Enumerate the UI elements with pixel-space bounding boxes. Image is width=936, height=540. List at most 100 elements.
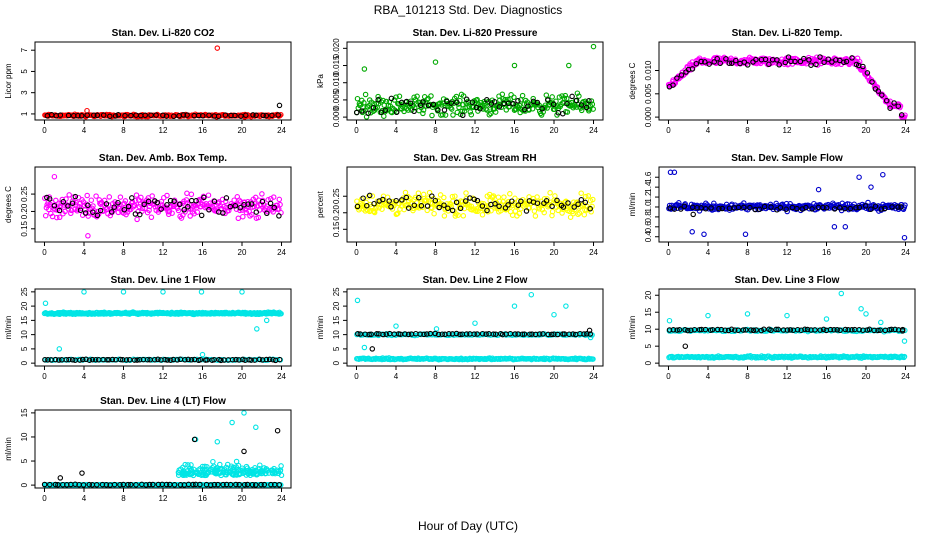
point xyxy=(42,212,49,219)
point xyxy=(801,55,807,62)
series-black xyxy=(41,427,283,488)
point xyxy=(278,310,284,317)
point xyxy=(248,201,255,207)
point xyxy=(267,200,274,207)
point xyxy=(474,96,480,103)
point xyxy=(773,326,779,333)
y-tick-label: 10 xyxy=(332,330,341,339)
point xyxy=(778,327,784,334)
y-tick-label: 0.010 xyxy=(332,72,341,93)
point xyxy=(405,331,412,338)
point xyxy=(112,113,119,119)
point xyxy=(380,331,386,338)
point xyxy=(774,57,780,63)
point xyxy=(732,327,738,333)
point xyxy=(379,206,385,212)
point xyxy=(505,198,512,205)
point xyxy=(728,328,735,335)
point xyxy=(176,467,182,473)
point xyxy=(545,331,551,338)
point xyxy=(719,205,725,212)
point xyxy=(359,108,365,114)
x-tick-label: 4 xyxy=(394,126,399,135)
point xyxy=(701,231,707,238)
panel-1: Stan. Dev. Li-820 CO2 Licor ppm 0 4 8 12 16 20 2… xyxy=(4,28,292,135)
point xyxy=(416,194,422,201)
y-tick-label: 15 xyxy=(332,315,341,324)
point xyxy=(183,197,190,203)
x-axis: 0 4 8 12 16 20 24 xyxy=(666,242,911,257)
point xyxy=(418,203,425,209)
point xyxy=(483,106,489,112)
point xyxy=(797,58,804,65)
point xyxy=(182,470,189,476)
point xyxy=(888,326,895,333)
point xyxy=(128,112,134,119)
y-tick-label: 0.20 xyxy=(332,204,341,220)
point xyxy=(898,112,905,118)
x-tick-label: 16 xyxy=(822,248,831,257)
x-tick-label: 8 xyxy=(745,248,750,257)
point xyxy=(564,100,570,107)
point xyxy=(366,192,373,199)
point xyxy=(461,108,468,114)
plot-frame xyxy=(34,41,292,121)
point xyxy=(180,112,187,118)
point xyxy=(587,331,593,337)
point xyxy=(462,198,469,204)
x-tick-label: 4 xyxy=(82,372,87,381)
y-axis-label: ml/min xyxy=(4,316,13,340)
point xyxy=(783,206,789,212)
point xyxy=(249,211,255,218)
x-tick-label: 0 xyxy=(42,372,47,381)
point xyxy=(117,194,124,200)
x-tick-label: 20 xyxy=(238,372,247,381)
point xyxy=(215,481,221,488)
x-axis: 0 4 8 12 16 20 24 xyxy=(666,120,911,135)
point xyxy=(79,356,86,363)
point xyxy=(163,481,170,488)
y-axis-label: Licor ppm xyxy=(4,63,13,98)
x-tick-label: 12 xyxy=(159,372,168,381)
series-black xyxy=(666,326,906,349)
point xyxy=(452,193,458,199)
point xyxy=(200,113,206,119)
point xyxy=(750,327,757,334)
point xyxy=(107,113,113,120)
point xyxy=(439,331,445,337)
point xyxy=(190,481,196,488)
point xyxy=(77,357,83,363)
point xyxy=(232,112,238,119)
point xyxy=(748,327,754,333)
x-tick-label: 16 xyxy=(198,372,207,381)
y-tick-label: 5 xyxy=(332,346,341,351)
point xyxy=(671,206,678,212)
point xyxy=(263,356,270,363)
point xyxy=(549,208,556,215)
point xyxy=(588,209,594,215)
point xyxy=(263,317,270,324)
x-tick-label: 4 xyxy=(706,372,711,381)
point xyxy=(889,204,895,210)
y-tick-label: 0.010 xyxy=(644,60,653,81)
point xyxy=(578,107,585,114)
point xyxy=(44,194,50,201)
point xyxy=(429,112,435,119)
point xyxy=(589,101,596,107)
point xyxy=(82,210,89,216)
point xyxy=(122,198,129,204)
point xyxy=(106,357,112,363)
panel-title: Stan. Dev. Li-820 Temp. xyxy=(732,28,843,39)
point xyxy=(252,482,259,488)
point xyxy=(42,356,48,363)
point xyxy=(160,112,166,119)
point xyxy=(562,92,569,99)
point xyxy=(204,357,210,363)
x-tick-label: 24 xyxy=(277,494,286,503)
point xyxy=(472,320,478,326)
point xyxy=(57,475,64,481)
panel-10: Stan. Dev. Line 4 (LT) Flow ml/min 0 4 8 12 16… xyxy=(4,396,292,503)
point xyxy=(849,55,855,61)
point xyxy=(467,109,474,115)
x-tick-label: 8 xyxy=(433,372,438,381)
